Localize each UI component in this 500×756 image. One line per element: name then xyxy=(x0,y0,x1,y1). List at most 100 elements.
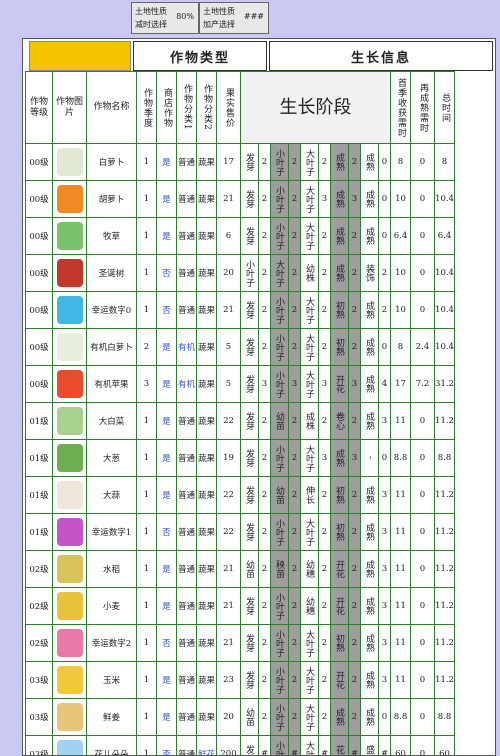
stage-name-cell[interactable]: 成熟 xyxy=(330,254,349,292)
season-cell[interactable]: 1 xyxy=(136,476,157,514)
image-cell[interactable] xyxy=(52,180,87,218)
stage-days-cell[interactable]: 2 xyxy=(318,698,331,736)
level-cell[interactable]: 01级 xyxy=(25,402,53,440)
stage-days-cell[interactable]: # xyxy=(288,735,301,755)
first-harvest-cell[interactable]: 10 xyxy=(390,291,411,329)
stage-name-cell[interactable]: 大叶子 xyxy=(300,513,319,551)
stage-name-cell[interactable]: 发芽 xyxy=(240,624,259,662)
stage-name-cell[interactable]: 大叶子 xyxy=(300,328,319,366)
first-harvest-cell[interactable]: 11 xyxy=(390,402,411,440)
name-cell[interactable]: 幸运数字2 xyxy=(86,624,137,662)
class2-cell[interactable]: 蔬果 xyxy=(196,143,217,181)
stage-days-cell[interactable]: 2 xyxy=(348,550,361,588)
stage-name-cell[interactable]: 成熟 xyxy=(360,624,379,662)
stage-name-cell[interactable]: 成熟 xyxy=(360,513,379,551)
class1-cell[interactable]: 普通 xyxy=(176,143,197,181)
total-cell[interactable]: 11.2 xyxy=(434,550,455,588)
class2-cell[interactable]: 蔬果 xyxy=(196,624,217,662)
class2-cell[interactable]: 蔬果 xyxy=(196,254,217,292)
class1-cell[interactable]: 普通 xyxy=(176,624,197,662)
image-cell[interactable] xyxy=(52,143,87,181)
total-cell[interactable]: 8 xyxy=(434,143,455,181)
stage-days-cell[interactable]: 2 xyxy=(288,550,301,588)
stage-days-cell[interactable]: 2 xyxy=(258,217,271,255)
season-cell[interactable]: 1 xyxy=(136,439,157,477)
total-cell[interactable]: 10.4 xyxy=(434,291,455,329)
shop-cell[interactable]: 是 xyxy=(156,587,177,625)
stage-days-cell[interactable]: 2 xyxy=(258,254,271,292)
price-cell[interactable]: 200 xyxy=(216,735,241,755)
first-harvest-cell[interactable]: 11 xyxy=(390,513,411,551)
stage-name-cell[interactable]: 大叶子 xyxy=(300,624,319,662)
price-cell[interactable]: 22 xyxy=(216,402,241,440)
stage-name-cell[interactable]: 大叶子 xyxy=(300,143,319,181)
level-cell[interactable]: 03级 xyxy=(25,698,53,736)
stage-days-cell[interactable]: 2 xyxy=(378,254,391,292)
stage-days-cell[interactable]: 2 xyxy=(318,476,331,514)
stage-name-cell[interactable]: 装饰 xyxy=(360,254,379,292)
stage-days-cell[interactable]: 3 xyxy=(318,180,331,218)
class1-cell[interactable]: 普通 xyxy=(176,587,197,625)
class2-cell[interactable]: 蔬果 xyxy=(196,698,217,736)
level-cell[interactable]: 02级 xyxy=(25,624,53,662)
name-cell[interactable]: 小麦 xyxy=(86,587,137,625)
stage-name-cell[interactable]: 小叶子 xyxy=(270,291,289,329)
stage-name-cell[interactable]: 成熟 xyxy=(360,143,379,181)
stage-name-cell[interactable]: 发芽 xyxy=(240,439,259,477)
stage-name-cell[interactable]: 伸长 xyxy=(300,476,319,514)
land-yield-bonus-box[interactable]: 土地性质 加产选择 ### xyxy=(199,2,269,34)
stage-name-cell[interactable]: 成熟 xyxy=(330,143,349,181)
level-cell[interactable]: 01级 xyxy=(25,439,53,477)
stage-days-cell[interactable]: # xyxy=(318,735,331,755)
stage-days-cell[interactable]: 2 xyxy=(318,587,331,625)
stage-days-cell[interactable]: 2 xyxy=(378,291,391,329)
price-cell[interactable]: 21 xyxy=(216,587,241,625)
total-cell[interactable]: 6.4 xyxy=(434,217,455,255)
stage-name-cell[interactable]: 开花 xyxy=(330,587,349,625)
stage-name-cell[interactable]: - xyxy=(360,439,379,477)
stage-name-cell[interactable]: 幼苗 xyxy=(240,698,259,736)
stage-name-cell[interactable]: 成熟 xyxy=(360,550,379,588)
class2-cell[interactable]: 蔬果 xyxy=(196,328,217,366)
first-harvest-cell[interactable]: 11 xyxy=(390,587,411,625)
level-cell[interactable]: 01级 xyxy=(25,476,53,514)
regrow-cell[interactable]: 0 xyxy=(410,291,435,329)
stage-name-cell[interactable]: 发芽 xyxy=(240,143,259,181)
stage-days-cell[interactable]: # xyxy=(348,735,361,755)
stage-days-cell[interactable]: 3 xyxy=(318,365,331,403)
stage-days-cell[interactable]: 2 xyxy=(318,254,331,292)
stage-name-cell[interactable]: 小叶子 xyxy=(270,661,289,699)
season-cell[interactable]: 1 xyxy=(136,513,157,551)
total-cell[interactable]: 10.4 xyxy=(434,328,455,366)
price-cell[interactable]: 6 xyxy=(216,217,241,255)
stage-name-cell[interactable]: 成熟 xyxy=(360,328,379,366)
stage-days-cell[interactable]: 2 xyxy=(258,476,271,514)
season-cell[interactable]: 1 xyxy=(136,661,157,699)
image-cell[interactable] xyxy=(52,513,87,551)
stage-days-cell[interactable]: 2 xyxy=(288,328,301,366)
stage-days-cell[interactable]: 3 xyxy=(378,587,391,625)
name-cell[interactable]: 幸运数字0 xyxy=(86,291,137,329)
stage-name-cell[interactable]: 大叶子 xyxy=(300,661,319,699)
regrow-cell[interactable]: 0 xyxy=(410,143,435,181)
first-harvest-cell[interactable]: 8 xyxy=(390,143,411,181)
regrow-cell[interactable]: 0 xyxy=(410,402,435,440)
shop-cell[interactable]: 是 xyxy=(156,402,177,440)
price-cell[interactable]: 5 xyxy=(216,328,241,366)
price-cell[interactable]: 22 xyxy=(216,476,241,514)
stage-name-cell[interactable]: 小叶子 xyxy=(270,180,289,218)
stage-name-cell[interactable]: 发芽 xyxy=(240,217,259,255)
stage-days-cell[interactable]: 0 xyxy=(378,698,391,736)
image-cell[interactable] xyxy=(52,661,87,699)
season-cell[interactable]: 1 xyxy=(136,550,157,588)
total-cell[interactable]: 8.8 xyxy=(434,439,455,477)
stage-name-cell[interactable]: 花蕾 xyxy=(330,735,349,755)
stage-name-cell[interactable]: 小叶子 xyxy=(270,365,289,403)
stage-name-cell[interactable]: 发芽 xyxy=(240,735,259,755)
stage-name-cell[interactable]: 大叶子 xyxy=(270,254,289,292)
name-cell[interactable]: 幸运数字1 xyxy=(86,513,137,551)
price-cell[interactable]: 21 xyxy=(216,550,241,588)
first-harvest-cell[interactable]: 11 xyxy=(390,476,411,514)
stage-days-cell[interactable]: 2 xyxy=(258,180,271,218)
stage-name-cell[interactable]: 成熟 xyxy=(360,180,379,218)
